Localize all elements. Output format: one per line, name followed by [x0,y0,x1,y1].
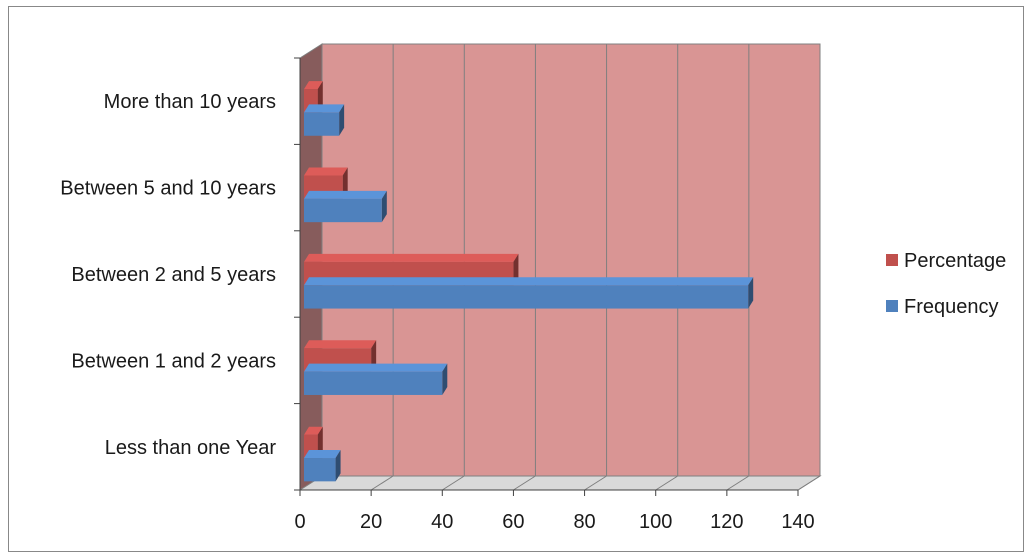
y-category-label: Between 5 and 10 years [60,178,276,200]
bar-face [304,371,443,395]
x-tick-label: 120 [710,511,743,533]
bar-top [304,167,348,176]
bar-end [748,277,754,309]
bar [304,104,345,136]
x-tick-label: 140 [781,511,814,533]
bar-end [442,363,448,395]
bar-top [304,426,323,435]
gridline [797,475,821,491]
bar-face [304,198,382,223]
y-category-label: More than 10 years [104,91,276,113]
y-category-label: Less than one Year [105,437,277,459]
x-tick-label: 40 [431,511,453,533]
bar [304,277,754,309]
x-tick-label: 60 [502,511,524,533]
gridline [655,475,678,491]
gridline [513,475,536,491]
y-category-label: Between 2 and 5 years [71,264,276,286]
bar-end [339,104,345,136]
gridline [370,475,394,491]
gridline [584,475,607,491]
bar-end [381,190,387,223]
bar [304,450,341,482]
legend-swatch [886,254,898,266]
bar [304,363,448,395]
gridline [726,475,750,491]
bar-face [304,112,340,136]
legend-label: Percentage [904,250,1006,272]
x-tick-label: 20 [360,511,382,533]
gridline [442,475,465,491]
bar-top [304,340,377,349]
bar-top [304,277,754,286]
bar-top [304,104,345,113]
bar-face [304,285,749,309]
bar-end [335,450,341,482]
x-tick-label: 0 [294,511,305,533]
y-category-label: Between 1 and 2 years [71,350,276,372]
bar-face [304,458,336,482]
bar-top [304,363,448,372]
bar [304,190,387,223]
bar-top [304,81,323,90]
x-tick-label: 100 [639,511,672,533]
legend-swatch [886,300,898,312]
x-tick-label: 80 [573,511,595,533]
legend-label: Frequency [904,296,999,318]
bar-top [304,450,341,459]
plot-floor [298,475,822,491]
bar-top [304,190,387,199]
bar-top [304,253,519,262]
